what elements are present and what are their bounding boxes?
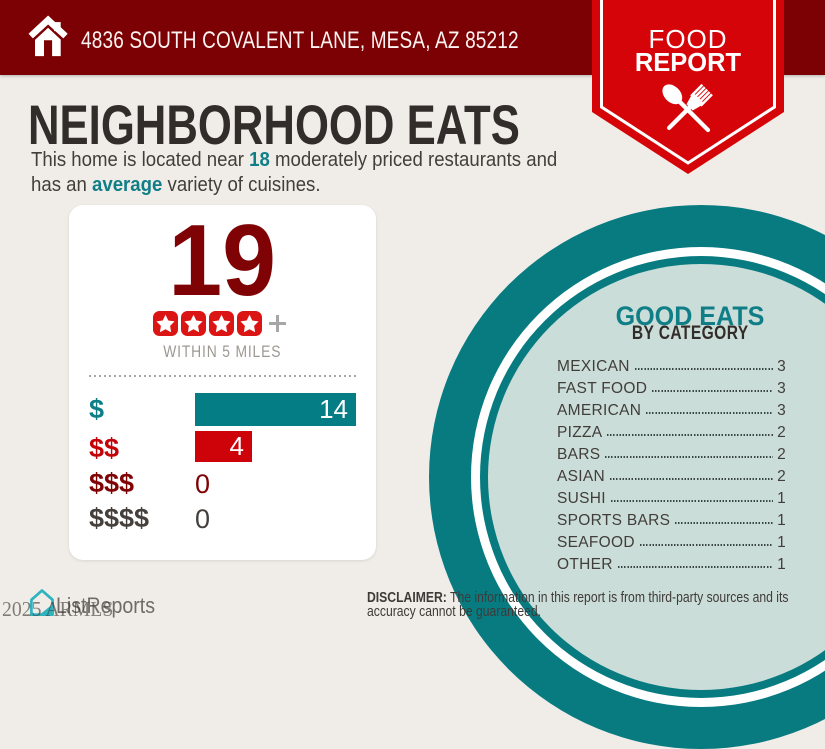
svg-text:FOOD: FOOD — [648, 24, 727, 54]
svg-text:REPORT: REPORT — [635, 49, 742, 77]
